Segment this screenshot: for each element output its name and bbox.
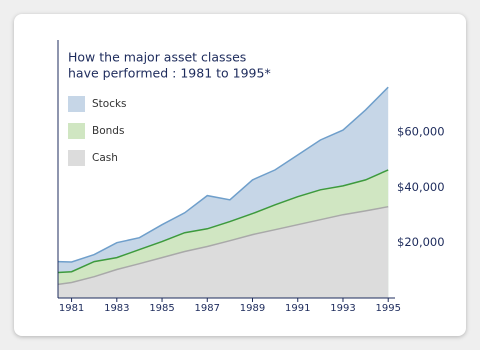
area bbox=[58, 206, 389, 298]
area-line bbox=[57, 86, 389, 263]
x-tick-label: 1989 bbox=[240, 303, 265, 314]
x-tick-label: 1995 bbox=[375, 303, 400, 314]
y-tick-label: $60,000 bbox=[397, 125, 445, 139]
x-tick-label: 1985 bbox=[149, 303, 174, 314]
y-tick-label: $40,000 bbox=[397, 180, 445, 194]
x-tick-label: 1987 bbox=[195, 303, 220, 314]
y-tick-label: $20,000 bbox=[397, 235, 445, 249]
x-tick-label: 1993 bbox=[330, 303, 355, 314]
area-line bbox=[57, 169, 389, 274]
legend-label: Cash bbox=[92, 152, 118, 164]
x-tick-label: 1981 bbox=[59, 303, 84, 314]
chart-title: How the major asset classes bbox=[68, 50, 246, 65]
legend-swatch bbox=[68, 150, 85, 166]
chart-title: have performed : 1981 to 1995* bbox=[68, 66, 271, 81]
legend-swatch bbox=[68, 123, 85, 139]
legend-swatch bbox=[68, 96, 85, 112]
area-line bbox=[57, 205, 389, 286]
legend-label: Bonds bbox=[92, 125, 124, 137]
x-tick-label: 1991 bbox=[285, 303, 310, 314]
x-tick-label: 1983 bbox=[104, 303, 129, 314]
legend-label: Stocks bbox=[92, 98, 127, 110]
